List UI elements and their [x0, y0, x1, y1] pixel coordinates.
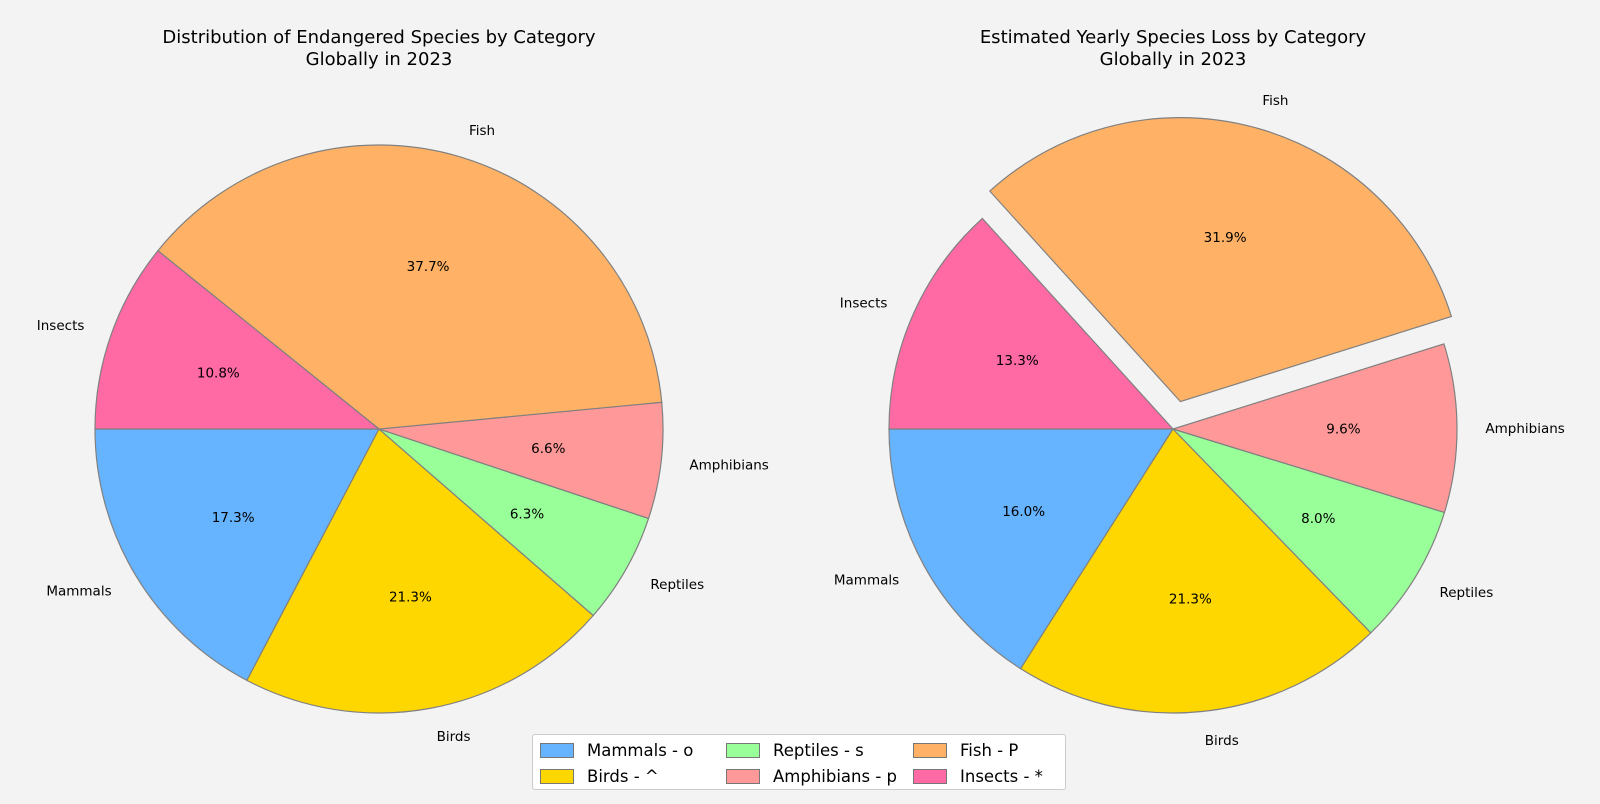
pie-chart-endangered-distribution: Distribution of Endangered Species by Ca… [37, 27, 769, 745]
legend-swatch [540, 768, 574, 784]
category-label-reptiles: Reptiles [1439, 585, 1493, 601]
category-label-birds: Birds [1205, 733, 1239, 749]
pct-label-amphibians: 6.6% [531, 441, 565, 457]
pct-label-mammals: 16.0% [1002, 504, 1045, 520]
pct-label-insects: 10.8% [197, 365, 240, 381]
legend-swatch [540, 742, 574, 758]
pct-label-amphibians: 9.6% [1326, 421, 1360, 437]
pie-slices [888, 116, 1458, 714]
pie-slice-birds [246, 428, 595, 714]
pct-label-reptiles: 8.0% [1301, 511, 1335, 527]
chart-title-line1: Estimated Yearly Species Loss by Categor… [980, 27, 1367, 48]
category-label-fish: Fish [1262, 93, 1288, 109]
legend-item-mammals: Mammals - o [540, 737, 726, 763]
pie-slice-fish [157, 144, 663, 430]
category-label-insects: Insects [37, 318, 85, 334]
category-label-reptiles: Reptiles [650, 577, 704, 593]
legend-item-reptiles: Reptiles - s [726, 737, 913, 763]
legend-label: Birds - ^ [587, 766, 659, 786]
legend-item-fish: Fish - P [913, 737, 1074, 763]
legend-label: Reptiles - s [773, 740, 864, 760]
legend: Mammals - o Birds - ^ Reptiles - s Amphibia… [532, 734, 1066, 790]
category-label-amphibians: Amphibians [689, 457, 768, 473]
pct-label-fish: 31.9% [1204, 230, 1247, 246]
category-label-mammals: Mammals [46, 584, 111, 600]
legend-swatch [726, 768, 760, 784]
pie-slice-reptiles [378, 428, 650, 617]
chart-title-line2: Globally in 2023 [1100, 49, 1247, 70]
pct-label-birds: 21.3% [389, 589, 432, 605]
pct-label-birds: 21.3% [1169, 592, 1212, 608]
pie-slice-amphibians [1170, 343, 1458, 514]
pct-label-insects: 13.3% [996, 353, 1039, 369]
pie-slice-insects [94, 249, 381, 430]
pie-labels: 17.3% Mammals 21.3% Birds 6.3% Reptiles 6.6% Am… [37, 123, 769, 745]
pie-slice-insects [888, 217, 1175, 430]
legend-label: Insects - * [960, 766, 1043, 786]
pie-slices [94, 144, 664, 714]
legend-item-birds: Birds - ^ [540, 763, 726, 789]
pct-label-fish: 37.7% [407, 259, 450, 275]
pie-slice-amphibians [378, 401, 664, 520]
pie-slice-mammals [888, 428, 1175, 670]
legend-swatch [913, 742, 947, 758]
pie-slice-mammals [94, 428, 380, 682]
pie-chart-yearly-species-loss: Estimated Yearly Species Loss by Categor… [834, 27, 1565, 749]
legend-item-amphibians: Amphibians - p [726, 763, 913, 789]
pct-label-reptiles: 6.3% [510, 506, 544, 522]
legend-swatch [913, 768, 947, 784]
legend-swatch [726, 742, 760, 758]
category-label-insects: Insects [840, 295, 888, 311]
chart-title-line1: Distribution of Endangered Species by Ca… [162, 27, 596, 48]
category-label-birds: Birds [437, 729, 471, 745]
category-label-amphibians: Amphibians [1485, 421, 1564, 437]
pie-slice-reptiles [1172, 428, 1446, 634]
category-label-mammals: Mammals [834, 572, 899, 588]
legend-label: Fish - P [960, 740, 1019, 760]
category-label-fish: Fish [469, 123, 495, 139]
pie-labels: 16.0% Mammals 21.3% Birds 8.0% Reptiles 9.6% Am… [834, 93, 1565, 749]
pie-slice-birds [1019, 428, 1372, 714]
pie-slice-fish [988, 116, 1453, 403]
legend-label: Mammals - o [587, 740, 694, 760]
legend-item-insects: Insects - * [913, 763, 1074, 789]
pct-label-mammals: 17.3% [212, 510, 255, 526]
chart-title-line2: Globally in 2023 [306, 49, 453, 70]
legend-label: Amphibians - p [773, 766, 898, 786]
